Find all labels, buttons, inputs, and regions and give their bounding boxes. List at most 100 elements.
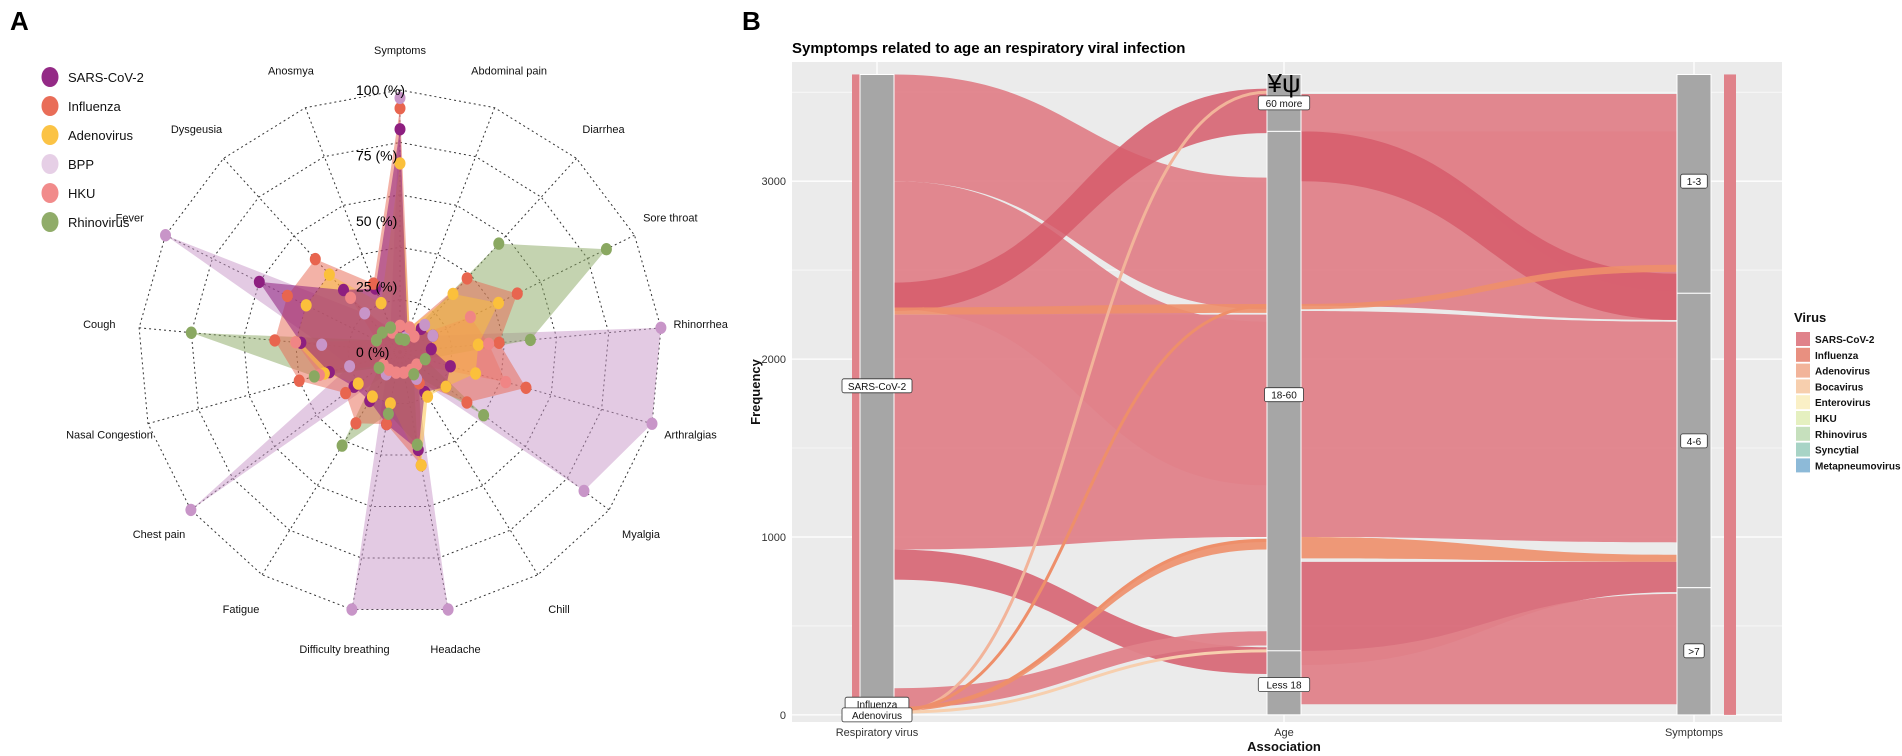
radar-point-sars-cov-2 xyxy=(444,360,456,373)
stratum-label-box xyxy=(1680,173,1708,189)
stratum-label-7: >7 xyxy=(1688,647,1700,658)
legend-swatch-adenovirus xyxy=(1796,363,1810,378)
radar-point-hku xyxy=(290,336,302,349)
radar-spoke xyxy=(261,351,401,576)
radar-point-influenza xyxy=(281,289,293,303)
radar-axis-label: Chest pain xyxy=(133,529,186,541)
radar-point-rhinovirus xyxy=(411,438,423,451)
alluvial-flow xyxy=(1301,593,1677,705)
radar-points-layer xyxy=(160,91,667,616)
alluvial-annotation: ¥ψ xyxy=(1267,68,1301,98)
radar-point-bpp xyxy=(185,503,197,517)
radar-point-influenza xyxy=(461,396,473,409)
stratum-label-box xyxy=(1683,643,1705,659)
radar-radial-label: 50 (%) xyxy=(356,213,397,229)
radar-point-adenovirus xyxy=(493,296,504,310)
alluvial-legend: Virus SARS-CoV-2 Influenza Adenovirus Bocavi… xyxy=(1794,310,1901,473)
radar-point-rhinovirus xyxy=(385,321,396,334)
radar-point-adenovirus xyxy=(470,367,482,380)
alluvial-flows xyxy=(852,74,1736,715)
alluvial-title: Symptomps related to age an respiratory … xyxy=(792,40,1185,57)
stratum-label-box xyxy=(1264,387,1304,403)
radar-point-influenza xyxy=(493,336,505,349)
radar-point-hku xyxy=(345,291,357,304)
radar-point-hku xyxy=(500,375,512,389)
legend-label-hku: HKU xyxy=(68,186,95,201)
radar-point-bpp xyxy=(646,417,658,430)
radar-axis-label: Chill xyxy=(548,604,569,616)
radar-spoke xyxy=(399,107,496,353)
legend-label-metapneumovirus: Metapneumovirus xyxy=(1815,461,1901,472)
alluvial-flow xyxy=(894,631,1267,708)
radar-point-rhinovirus xyxy=(382,407,394,420)
y-tick-label: 1000 xyxy=(762,532,786,544)
radar-point-adenovirus xyxy=(394,157,406,170)
stratum-label-influenza: Influenza xyxy=(857,700,898,711)
radar-point-rhinovirus xyxy=(336,439,348,452)
stratum-label-1-3: 1-3 xyxy=(1687,177,1702,188)
y-tick-label: 2000 xyxy=(762,354,786,366)
radar-radial-label: 25 (%) xyxy=(356,279,397,295)
radar-point-hku xyxy=(398,366,410,379)
alluvial-flow xyxy=(894,314,1267,550)
radar-point-hku xyxy=(483,337,495,350)
radar-point-rhinovirus xyxy=(185,326,197,339)
legend-label-bpp: BPP xyxy=(68,157,94,172)
radar-point-sars-cov-2 xyxy=(338,283,349,297)
legend-marker-hku xyxy=(41,183,59,203)
y-tick-label: 0 xyxy=(780,710,786,722)
radar-point-rhinovirus xyxy=(478,409,490,422)
radar-point-bpp xyxy=(344,360,356,373)
stratum-label-box xyxy=(1257,95,1311,111)
legend-marker-rhinovirus xyxy=(41,212,59,232)
radar-point-influenza xyxy=(293,374,305,387)
legend-label-hku: HKU xyxy=(1815,414,1837,425)
x-tick-label-symptomps: Symptomps xyxy=(1665,727,1724,739)
legend-title: Virus xyxy=(1794,310,1826,325)
alluvial-thread xyxy=(893,304,1268,712)
radar-point-adenovirus xyxy=(300,299,312,312)
legend-marker-sars-cov-2 xyxy=(41,67,59,87)
legend-label-sars-cov-2: SARS-CoV-2 xyxy=(68,70,144,85)
stratum-label-box xyxy=(841,378,913,394)
radar-axis-label: Fever xyxy=(116,212,144,224)
legend-marker-adenovirus xyxy=(41,125,59,145)
radar-point-adenovirus xyxy=(440,380,452,393)
radar-series-layer xyxy=(165,97,661,610)
alluvial-flow xyxy=(894,88,1267,312)
alluvial-flow xyxy=(1301,561,1677,666)
radar-axis-label: Sore throat xyxy=(643,212,697,224)
radar-point-influenza xyxy=(340,386,352,400)
radar-radial-label: 100 (%) xyxy=(356,82,405,98)
radar-point-rhinovirus xyxy=(493,237,505,250)
legend-label-rhinovirus: Rhinovirus xyxy=(68,215,130,230)
radar-point-adenovirus xyxy=(375,296,387,310)
legend-label-sars-cov-2: SARS-CoV-2 xyxy=(1815,335,1875,346)
radar-axis-label: Arthralgias xyxy=(664,430,717,442)
alluvial-thread xyxy=(893,539,1268,711)
radar-axis-labels: Symptoms Abdominal pain Diarrhea Sore throa… xyxy=(66,45,729,656)
legend-label-adenovirus: Adenovirus xyxy=(1815,367,1870,378)
legend-label-influenza: Influenza xyxy=(68,99,122,114)
radar-point-rhinovirus xyxy=(600,243,612,256)
radar-axis-label: Myalgia xyxy=(622,529,661,541)
radar-legend: SARS-CoV-2 Influenza Adenovirus BPP HKU Rhino… xyxy=(41,67,144,232)
radar-point-bpp xyxy=(160,229,171,242)
radar-point-influenza xyxy=(368,277,379,290)
radar-point-adenovirus xyxy=(447,287,459,301)
alluvial-flow xyxy=(1301,311,1677,543)
radar-axis-label: Difficulty breathing xyxy=(299,644,389,656)
radar-point-hku xyxy=(464,310,476,324)
radar-radial-label: 75 (%) xyxy=(356,148,397,164)
stratum-label-18-60: 18-60 xyxy=(1271,391,1297,402)
radar-point-influenza xyxy=(350,417,362,430)
radar-radial-labels: 100 (%) 75 (%) 50 (%) 25 (%) 0 (%) xyxy=(356,82,405,360)
radar-radial-label: 0 (%) xyxy=(356,344,389,360)
radar-point-bpp xyxy=(578,484,590,498)
radar-axis-label: Dysgeusia xyxy=(171,124,223,136)
radar-point-adenovirus xyxy=(384,397,396,410)
legend-marker-influenza xyxy=(41,96,59,116)
stratum-label-adenovirus: Adenovirus xyxy=(852,711,902,722)
